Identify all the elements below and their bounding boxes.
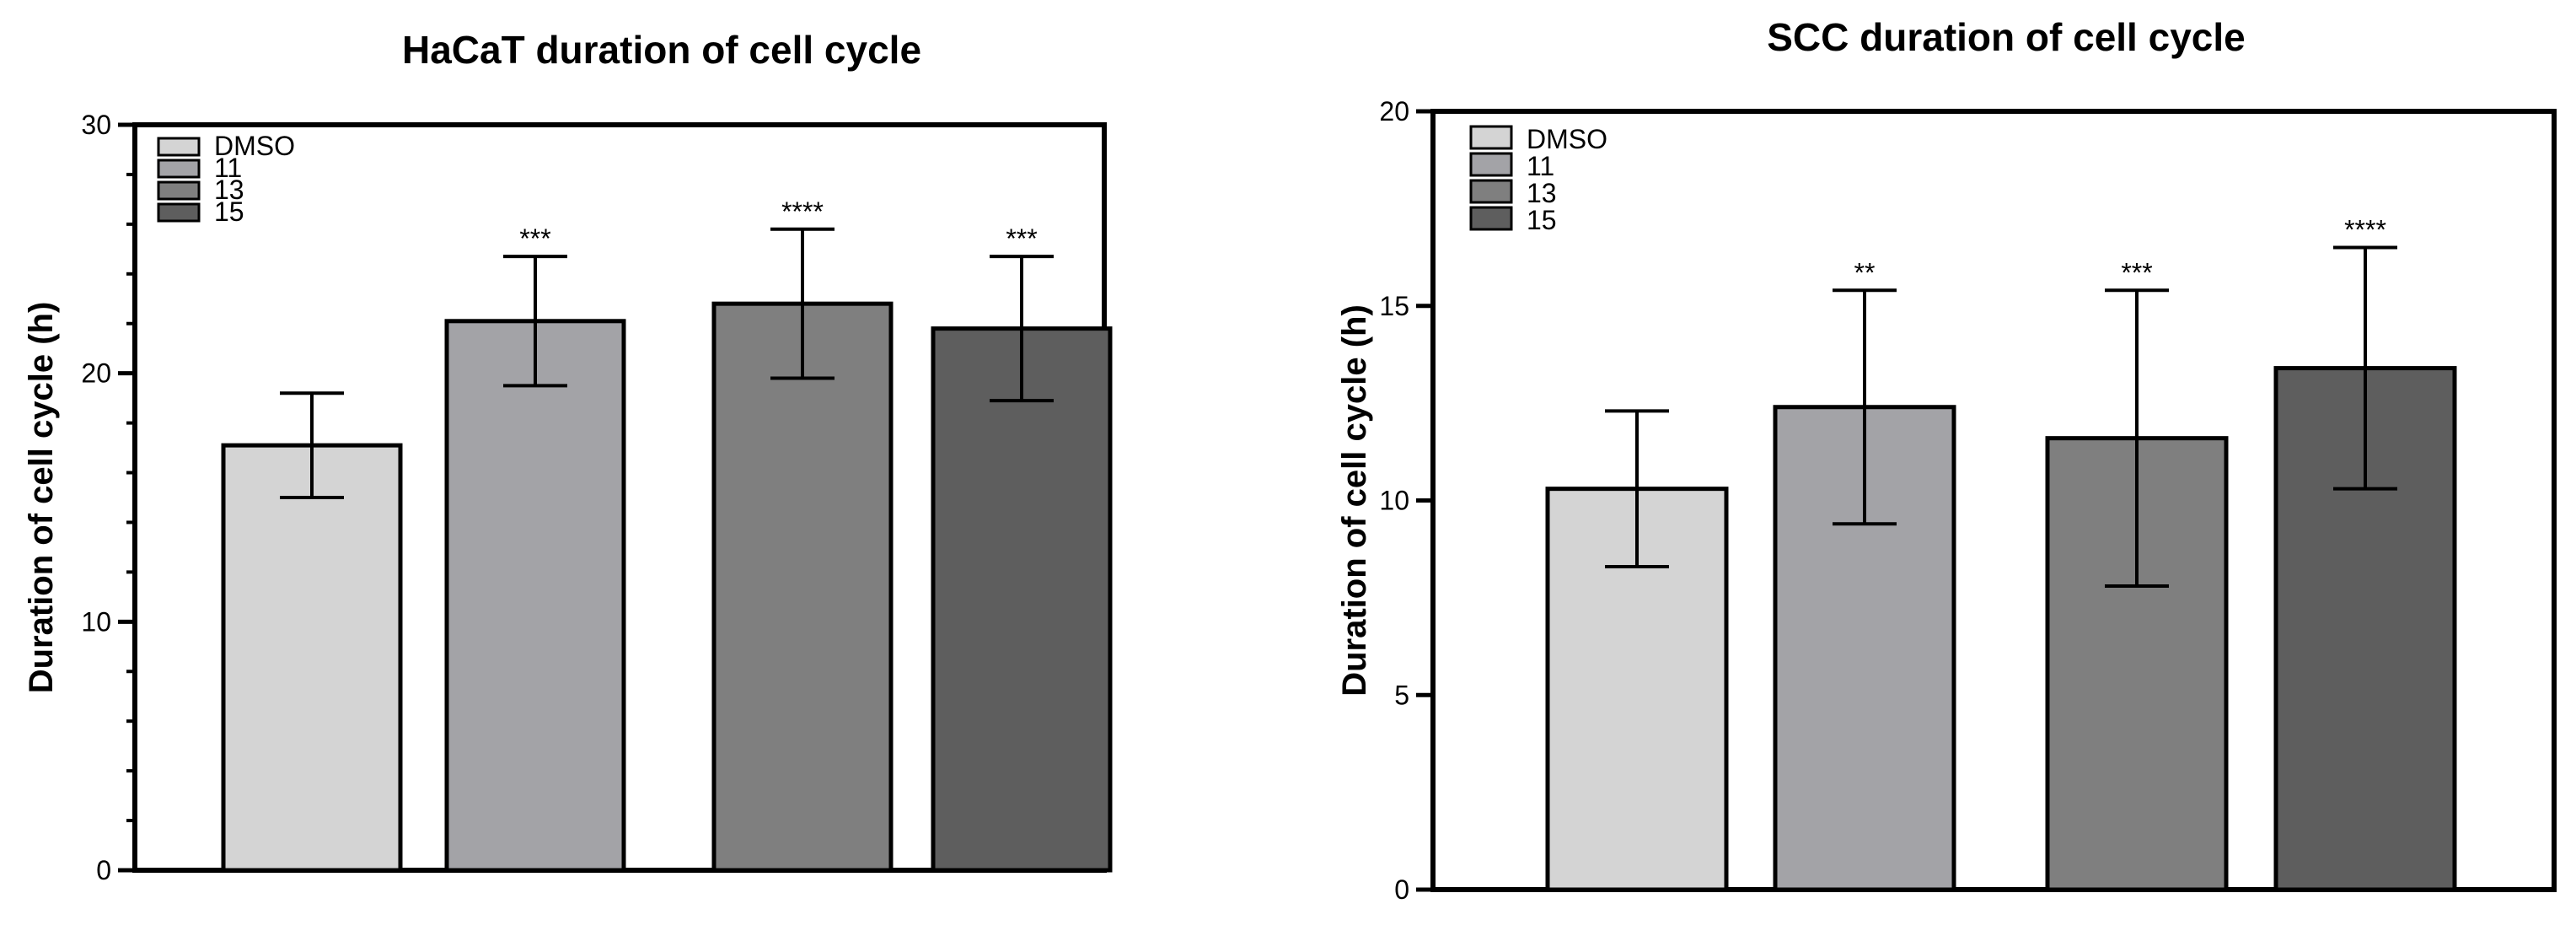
scc-significance-marker: *** <box>2121 257 2152 288</box>
hacat-bar-dmso <box>221 443 403 873</box>
hacat-legend-swatch <box>157 159 201 179</box>
hacat-legend-label: 15 <box>214 196 244 227</box>
scc-y-tick-label: 10 <box>1379 486 1409 516</box>
scc-legend-swatch <box>1469 179 1513 204</box>
scc-bar-11 <box>1773 405 1956 892</box>
hacat-significance-marker: **** <box>781 196 824 227</box>
hacat-chart: HaCaT duration of cell cycle Duration of … <box>23 28 1113 885</box>
hacat-y-tick-label: 20 <box>81 358 111 389</box>
hacat-legend-swatch <box>157 137 201 157</box>
hacat-significance-marker: *** <box>1006 223 1037 254</box>
hacat-bar-11 <box>444 319 626 873</box>
scc-legend-label: DMSO <box>1527 124 1607 154</box>
scc-legend-label: 13 <box>1527 178 1557 208</box>
scc-y-tick-label: 15 <box>1379 291 1409 321</box>
hacat-chart-title: HaCaT duration of cell cycle <box>402 28 921 72</box>
hacat-y-tick-label: 10 <box>81 606 111 637</box>
scc-legend-swatch <box>1469 206 1513 231</box>
hacat-legend-swatch <box>157 180 201 201</box>
scc-legend-swatch <box>1469 125 1513 150</box>
scc-significance-marker: ** <box>1854 257 1876 288</box>
scc-significance-marker: **** <box>2344 215 2386 245</box>
hacat-y-tick-label: 0 <box>96 855 111 885</box>
hacat-legend-label: 11 <box>214 153 242 183</box>
scc-legend-label: 15 <box>1527 205 1557 235</box>
hacat-bar-13 <box>711 301 894 873</box>
scc-legend-label: 11 <box>1527 151 1554 181</box>
hacat-y-axis-label: Duration of cell cycle (h) <box>23 302 60 694</box>
scc-legend-swatch <box>1469 152 1513 177</box>
scc-chart: SCC duration of cell cycle Duration of ce… <box>1336 15 2557 905</box>
hacat-legend-swatch <box>157 202 201 223</box>
scc-y-tick-label: 5 <box>1394 680 1409 710</box>
hacat-legend-label: DMSO <box>214 131 295 161</box>
hacat-bar-15 <box>931 326 1113 873</box>
scc-y-tick-label: 0 <box>1394 874 1409 905</box>
scc-y-tick-label: 20 <box>1379 96 1409 126</box>
scc-y-axis-label: Duration of cell cycle (h) <box>1336 304 1373 697</box>
hacat-y-tick-label: 30 <box>81 110 111 140</box>
hacat-legend-label: 13 <box>214 175 244 205</box>
hacat-significance-marker: *** <box>519 223 550 254</box>
scc-chart-title: SCC duration of cell cycle <box>1767 15 2245 59</box>
